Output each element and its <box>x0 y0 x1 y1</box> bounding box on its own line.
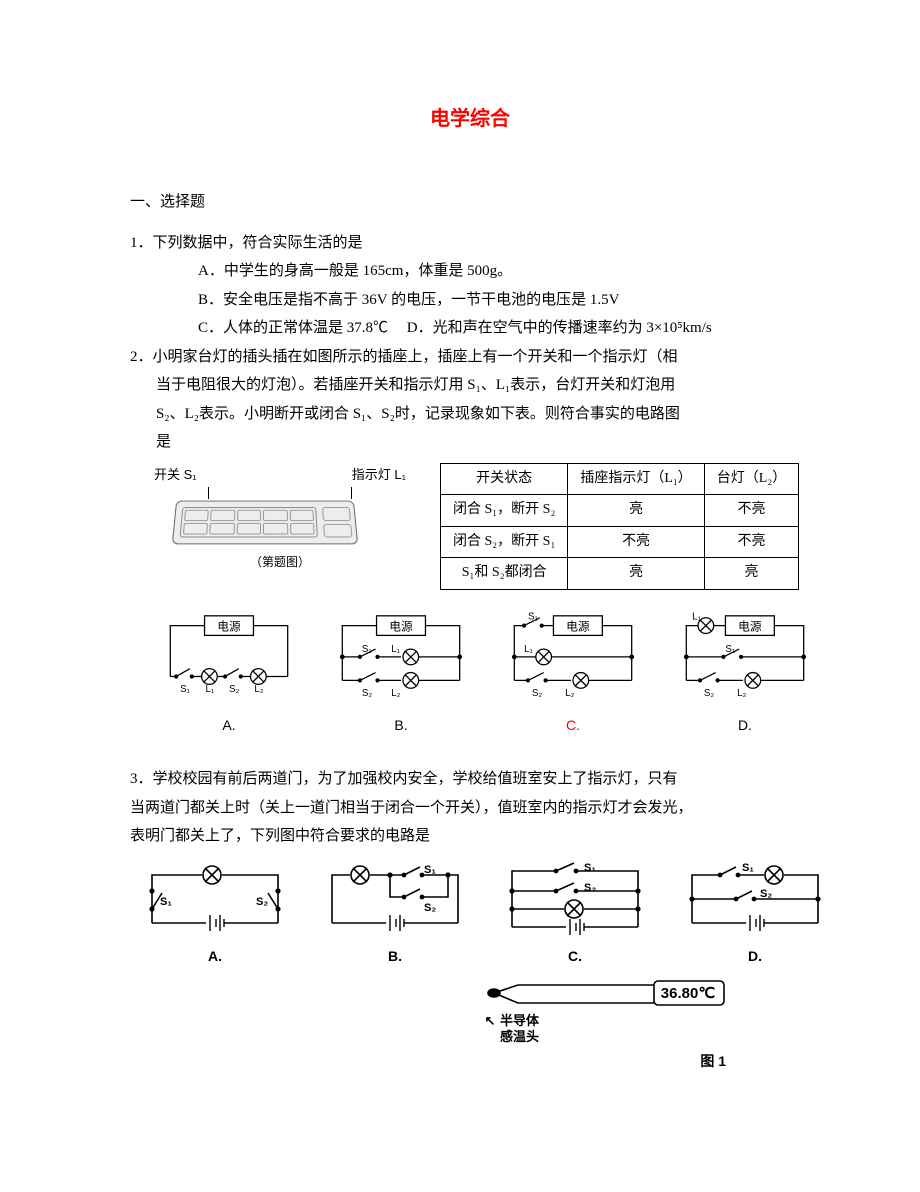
svg-text:L₂: L₂ <box>254 684 263 695</box>
power-strip-figure: 开关 S₁ 指示灯 L₁ （第题图） <box>150 463 410 574</box>
svg-text:S₂: S₂ <box>584 882 596 894</box>
svg-text:L₁: L₁ <box>524 644 533 655</box>
th-0: 开关状态 <box>441 463 568 495</box>
figure-label: 图 1 <box>480 1048 740 1075</box>
section-heading: 一、选择题 <box>130 188 810 217</box>
td: 不亮 <box>568 526 704 558</box>
q3-circuit-c: S₁ S₂ C. <box>500 861 650 970</box>
td: 闭合 S₁，断开 S₂ <box>441 495 568 527</box>
svg-text:S₁: S₁ <box>742 862 754 874</box>
q2-circuit-b: 电源 S₁ L₁ <box>332 608 470 739</box>
q2-circuit-d: 电源 L₁ S₁ S₂ L₂ <box>676 608 814 739</box>
thermo-caption-1: 半导体 <box>500 1013 539 1029</box>
option-label: B. <box>320 943 470 970</box>
svg-text:S₁: S₁ <box>424 864 436 876</box>
svg-text:S₂: S₂ <box>229 684 240 695</box>
th-1: 插座指示灯（L₁） <box>568 463 704 495</box>
svg-text:S₂: S₂ <box>362 688 373 698</box>
strip-label-left: 开关 S₁ <box>154 463 197 488</box>
q1-option-d: D．光和声在空气中的传播速率约为 3×10⁵km/s <box>407 320 712 336</box>
q2-line2: 当于电阻很大的灯泡）。若插座开关和指示灯用 S₁、L₁表示，台灯开关和灯泡用 <box>130 371 810 400</box>
td: 亮 <box>568 558 704 590</box>
q3-circuits-row: S₁ S₂ A. <box>140 861 810 970</box>
td: 不亮 <box>704 526 798 558</box>
svg-text:L₁: L₁ <box>206 684 215 695</box>
td: 亮 <box>704 558 798 590</box>
q3-circuit-b: S₁ S₂ B. <box>320 861 470 970</box>
q2-line3: S₂、L₂表示。小明断开或闭合 S₁、S₂时，记录现象如下表。则符合事实的电路图 <box>130 400 810 429</box>
q1-option-cd: C．人体的正常体温是 37.8℃ D．光和声在空气中的传播速率约为 3×10⁵k… <box>130 314 810 343</box>
svg-text:S₁: S₁ <box>180 684 191 695</box>
thermo-caption-2: 感温头 <box>500 1029 539 1045</box>
page-title: 电学综合 <box>130 100 810 138</box>
svg-text:电源: 电源 <box>738 619 762 633</box>
thermometer-figure: 36.80℃ ↖ 半导体 感温头 图 1 <box>480 973 740 1075</box>
q2-circuit-c: 电源 S₁ L₁ S₂ L₂ <box>504 608 642 739</box>
td: S₁和 S₂都闭合 <box>441 558 568 590</box>
td: 不亮 <box>704 495 798 527</box>
td: 闭合 S₂，断开 S₁ <box>441 526 568 558</box>
svg-text:L₂: L₂ <box>565 688 574 698</box>
q2-line4: 是 <box>130 428 810 457</box>
strip-label-right: 指示灯 L₁ <box>352 463 406 488</box>
q1-option-c: C．人体的正常体温是 37.8℃ <box>198 320 388 336</box>
svg-text:S₂: S₂ <box>532 688 543 698</box>
option-label: C. <box>500 943 650 970</box>
q3-line2: 当两道门都关上时（关上一道门相当于闭合一个开关），值班室内的指示灯才会发光， <box>130 794 810 823</box>
q1-stem: 1．下列数据中，符合实际生活的是 <box>130 229 810 258</box>
q3-line1: 3．学校校园有前后两道门，为了加强校内安全，学校给值班室安上了指示灯，只有 <box>130 765 810 794</box>
svg-text:S₁: S₁ <box>584 862 596 874</box>
option-label: A. <box>140 943 290 970</box>
arrow-icon: ↖ <box>480 1013 500 1029</box>
svg-text:L₂: L₂ <box>737 688 746 698</box>
svg-text:S₁: S₁ <box>160 896 172 908</box>
svg-text:L₁: L₁ <box>692 612 701 623</box>
svg-text:S₂: S₂ <box>704 688 715 698</box>
state-table: 开关状态 插座指示灯（L₁） 台灯（L₂） 闭合 S₁，断开 S₂ 亮 不亮 闭… <box>440 463 799 590</box>
q3-circuit-d: S₁ S₂ D. <box>680 861 830 970</box>
svg-text:S₁: S₁ <box>362 644 373 655</box>
svg-text:36.80℃: 36.80℃ <box>661 985 716 1002</box>
svg-text:电源: 电源 <box>389 619 413 633</box>
q2-circuit-a: 电源 S₁ L₁ S₂ L₂ <box>160 608 298 739</box>
svg-text:L₁: L₁ <box>391 644 400 655</box>
svg-text:电源: 电源 <box>566 619 590 633</box>
option-label: C. <box>504 712 642 739</box>
q1-option-a: A．中学生的身高一般是 165cm，体重是 500g。 <box>130 257 810 286</box>
option-label: D. <box>680 943 830 970</box>
svg-text:S₁: S₁ <box>528 612 539 623</box>
q2-circuits-row: 电源 S₁ L₁ S₂ L₂ <box>160 608 810 739</box>
option-label: A. <box>160 712 298 739</box>
th-2: 台灯（L₂） <box>704 463 798 495</box>
option-label: B. <box>332 712 470 739</box>
strip-caption: （第题图） <box>150 551 410 574</box>
svg-text:S₂: S₂ <box>760 888 772 900</box>
q3-line3: 表明门都关上了，下列图中符合要求的电路是 <box>130 822 810 851</box>
option-label: D. <box>676 712 814 739</box>
svg-text:S₁: S₁ <box>725 644 736 655</box>
svg-text:L₂: L₂ <box>391 688 400 698</box>
svg-text:电源: 电源 <box>217 619 241 633</box>
svg-text:S₂: S₂ <box>424 902 436 914</box>
q1-option-b: B．安全电压是指不高于 36V 的电压，一节干电池的电压是 1.5V <box>130 286 810 315</box>
q2-line1: 2．小明家台灯的插头插在如图所示的插座上，插座上有一个开关和一个指示灯（相 <box>130 343 810 372</box>
td: 亮 <box>568 495 704 527</box>
svg-text:S₂: S₂ <box>256 896 268 908</box>
q3-circuit-a: S₁ S₂ A. <box>140 861 290 970</box>
